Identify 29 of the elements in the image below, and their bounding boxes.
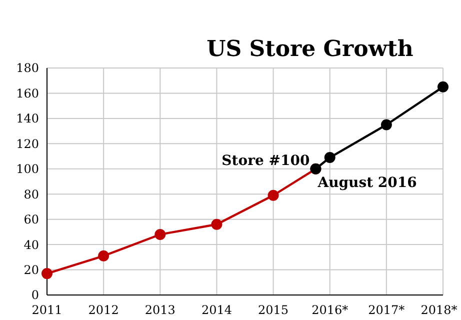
y-tick-label: 180 bbox=[16, 61, 39, 76]
chart-title: US Store Growth bbox=[206, 36, 414, 62]
y-tick-label: 160 bbox=[16, 86, 39, 100]
y-tick-label: 20 bbox=[24, 262, 39, 277]
x-tick-label: 2013 bbox=[144, 303, 176, 317]
y-tick-label: 100 bbox=[16, 162, 39, 176]
point bbox=[211, 218, 222, 230]
y-tick-label: 0 bbox=[31, 288, 39, 302]
x-tick-label: 2018* bbox=[420, 303, 458, 317]
point bbox=[380, 119, 392, 130]
annotation: August 2016 bbox=[316, 174, 417, 191]
point bbox=[98, 250, 110, 262]
x-tick-label: 2014 bbox=[201, 303, 232, 317]
point bbox=[42, 268, 52, 280]
point bbox=[268, 190, 279, 201]
x-tick-label: 2016* bbox=[312, 303, 348, 317]
x-tick-label: 2012 bbox=[88, 303, 119, 317]
point bbox=[438, 81, 448, 92]
point bbox=[154, 228, 166, 240]
y-tick-label: 80 bbox=[24, 187, 39, 202]
y-tick-label: 120 bbox=[16, 136, 39, 151]
x-tick-label: 2015 bbox=[258, 303, 289, 317]
y-tick-label: 140 bbox=[16, 112, 39, 126]
point bbox=[324, 152, 336, 164]
y-tick-label: 60 bbox=[24, 212, 39, 227]
y-tick-label: 40 bbox=[24, 238, 39, 252]
x-tick-label: 2011 bbox=[32, 303, 62, 317]
x-tick-label: 2017* bbox=[368, 303, 405, 317]
annotation: Store #100 bbox=[222, 152, 310, 169]
